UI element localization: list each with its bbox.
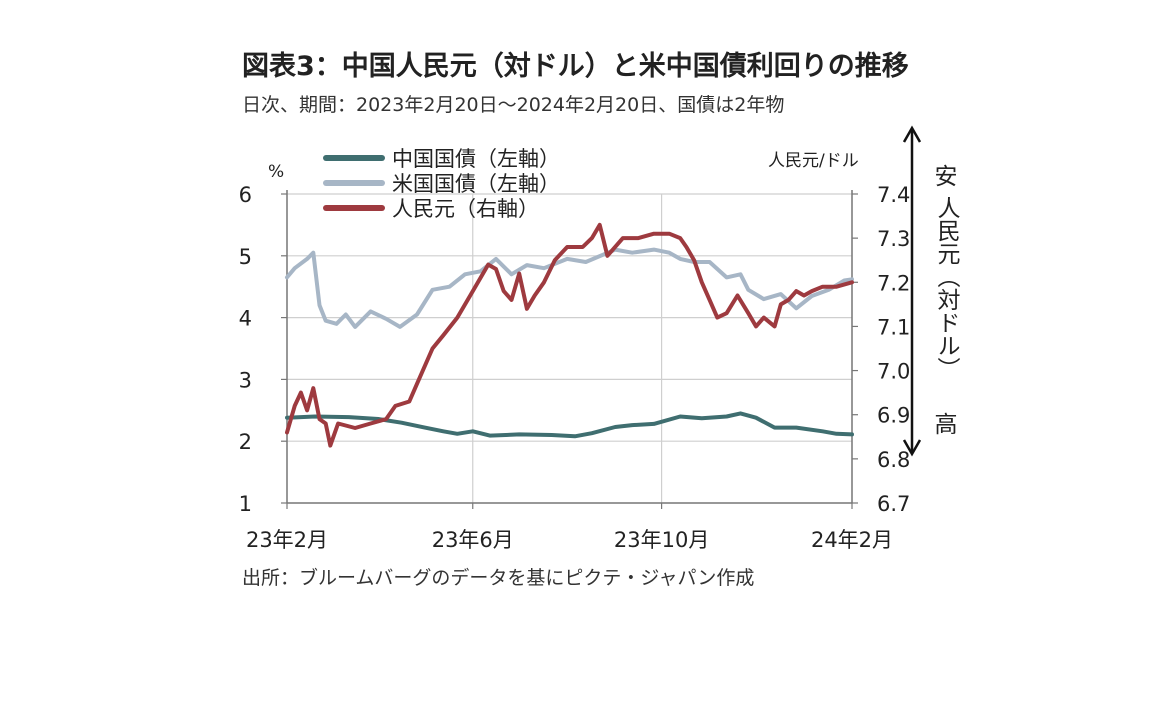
series-line: [285, 222, 854, 448]
series-line: [285, 247, 854, 329]
legend-label: 人民元（右軸）: [392, 197, 539, 221]
right-tick-label: 7.4: [877, 183, 910, 207]
right-tick-label: 7.0: [877, 360, 910, 384]
arrow-head-up: [902, 125, 922, 143]
right-tick-label: 6.7: [877, 492, 910, 516]
left-tick-label: 1: [239, 492, 252, 516]
right-axis-unit: 人民元/ドル: [768, 151, 859, 171]
arrow-head-down: [902, 439, 922, 457]
left-tick-label: 6: [239, 183, 252, 207]
legend: 中国国債（左軸）米国国債（左軸）人民元（右軸）: [323, 147, 560, 221]
right-tick-label: 6.9: [877, 404, 910, 428]
left-axis-unit: %: [268, 162, 284, 182]
legend-label: 米国国債（左軸）: [392, 172, 560, 196]
x-tick-label: 23年6月: [432, 528, 514, 552]
x-tick-label: 23年2月: [246, 528, 328, 552]
annotation-vertical: 人民元（対ドル）: [933, 196, 961, 380]
x-tick-label: 23年10月: [614, 528, 709, 552]
axes: 1 2 3 4 5 6 6.7 6.8 6.9 7.0 7.1 7.2 7.3 7.4 23年2月 23年6月…: [239, 151, 911, 552]
left-tick-label: 5: [239, 245, 252, 269]
legend-label: 中国国債（左軸）: [392, 147, 560, 171]
annotation-bottom: 高: [935, 412, 958, 438]
series-lines: [285, 222, 854, 448]
chart-title: 図表3：中国人民元（対ドル）と米中国債利回りの推移: [242, 51, 909, 82]
right-tick-label: 6.8: [877, 448, 910, 472]
x-tick-label: 24年2月: [811, 528, 893, 552]
right-tick-label: 7.2: [877, 271, 910, 295]
gridlines: [287, 193, 852, 503]
series-line: [285, 411, 854, 439]
right-tick-label: 7.1: [877, 315, 910, 339]
left-tick-label: 3: [239, 368, 252, 392]
chart-source: 出所：ブルームバーグのデータを基にピクテ・ジャパン作成: [242, 567, 755, 589]
chart-subtitle: 日次、期間：2023年2月20日～2024年2月20日、国債は2年物: [242, 94, 785, 116]
left-tick-label: 2: [239, 430, 252, 454]
left-tick-label: 4: [239, 307, 252, 331]
right-tick-label: 7.3: [877, 227, 910, 251]
annotation-top: 安: [935, 164, 958, 190]
